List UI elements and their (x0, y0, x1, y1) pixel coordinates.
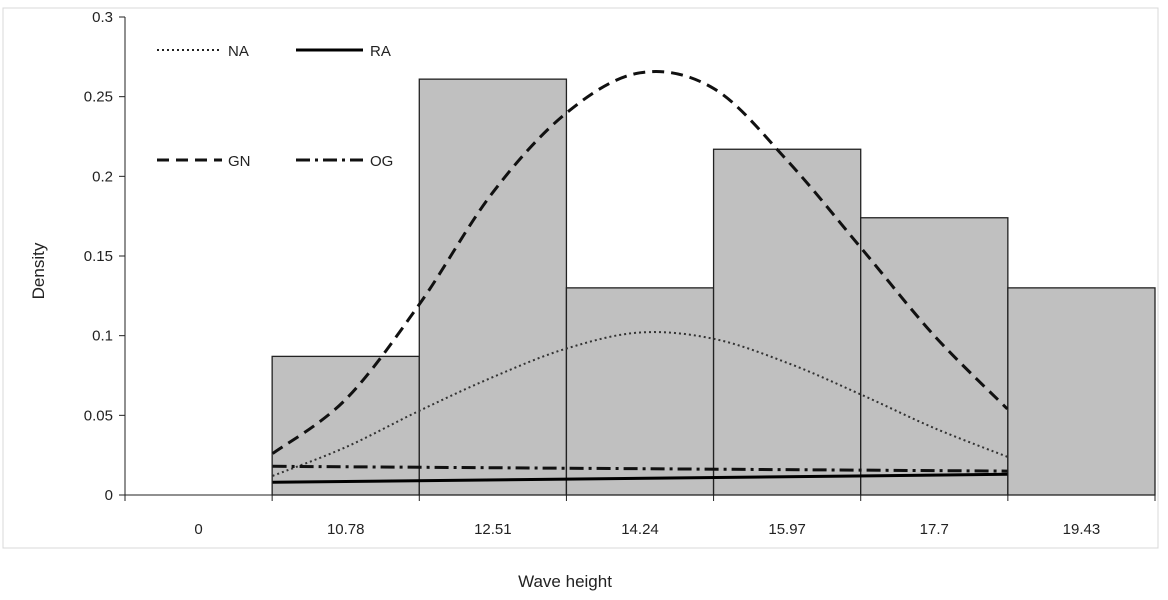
legend-item-na: NA (157, 43, 249, 60)
x-axis-title: Wave height (518, 572, 612, 591)
y-ticks-group: 0 0.05 0.1 0.15 0.2 0.25 0.3 (84, 9, 125, 504)
x-tick-label: 15.97 (768, 521, 806, 538)
x-tick-label: 10.78 (327, 521, 365, 538)
series-line-ra (272, 472, 1008, 484)
y-axis-title: Density (29, 242, 48, 299)
chart-area-border (2, 7, 1159, 549)
bar-14.24 (565, 287, 715, 496)
y-tick-label: 0.1 (92, 328, 113, 345)
y-tick-label: 0.2 (92, 168, 113, 185)
bar-19.43 (1007, 287, 1156, 496)
x-tick-label: 19.43 (1063, 521, 1101, 538)
x-tick-label: 14.24 (621, 521, 659, 538)
bar-15.97 (712, 148, 862, 496)
y-tick-label: 0 (105, 487, 113, 504)
legend-label-gn: GN (228, 153, 251, 170)
bar-10.78 (271, 355, 420, 496)
x-tick-label: 12.51 (474, 521, 512, 538)
y-tick-label: 0.05 (84, 407, 113, 424)
bar-17.7 (860, 217, 1009, 496)
legend-item-gn: GN (157, 153, 251, 170)
series-line-na (272, 331, 1008, 477)
x-tick-label: 0 (194, 521, 202, 538)
legend-item-og: OG (296, 153, 393, 170)
series-line-gn (271, 70, 1009, 455)
legend-label-ra: RA (370, 43, 391, 60)
y-tick-label: 0.3 (92, 9, 113, 26)
legend-label-og: OG (370, 153, 393, 170)
y-tick-label: 0.25 (84, 89, 113, 106)
x-tick-label: 17.7 (920, 521, 949, 538)
bar-12.51 (418, 78, 568, 496)
bars-group (271, 78, 1156, 496)
legend-item-ra: RA (296, 43, 391, 60)
x-ticks-group: 0 10.78 12.51 14.24 15.97 17.7 19.43 (124, 495, 1156, 538)
legend-label-na: NA (228, 43, 249, 60)
legend: NA RA GN OG (157, 43, 393, 170)
y-tick-label: 0.15 (84, 248, 113, 265)
series-lines-group (271, 70, 1009, 484)
